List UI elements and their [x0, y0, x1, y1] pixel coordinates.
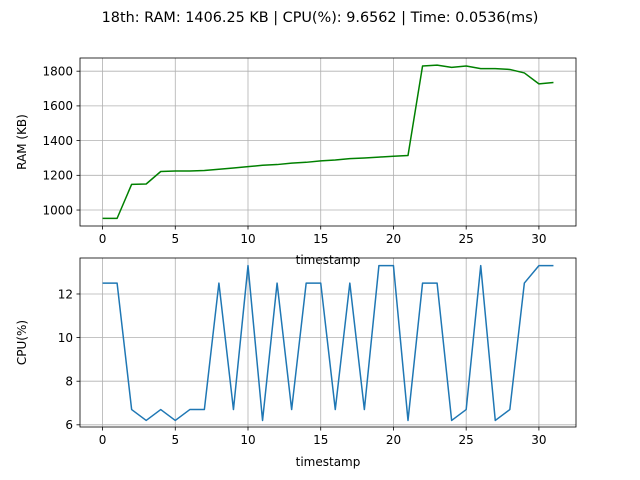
ram-chart: 0 5 10 15 20 25 30 1000 1200 1400 1600 1800 timesta… — [15, 57, 577, 267]
x-tick-label: 5 — [171, 433, 179, 447]
y-tick-label: 1000 — [42, 203, 73, 217]
y-tick-label: 1800 — [42, 64, 73, 78]
x-tick-label: 15 — [313, 433, 328, 447]
x-tick-label: 0 — [99, 433, 107, 447]
series-line — [102, 264, 554, 422]
x-tick-label: 15 — [313, 232, 328, 246]
series-line — [102, 64, 554, 220]
x-tick-label: 30 — [531, 232, 546, 246]
cpu-axes-frame — [79, 257, 577, 428]
cpu-y-axis-label: CPU(%) — [15, 320, 29, 365]
ram-x-axis-label: timestamp — [296, 253, 361, 267]
y-tick-label: 10 — [58, 331, 73, 345]
ram-y-axis-label: RAM (KB) — [15, 114, 29, 170]
y-tick-label: 12 — [58, 287, 73, 301]
figure-title: 18th: RAM: 1406.25 KB | CPU(%): 9.6562 |… — [102, 10, 539, 26]
x-tick-label: 25 — [459, 433, 474, 447]
cpu-grid — [80, 258, 576, 427]
x-tick-label: 25 — [459, 232, 474, 246]
x-tick-label: 20 — [386, 232, 401, 246]
ram-ticks: 0 5 10 15 20 25 30 1000 1200 1400 1600 1800 — [42, 64, 546, 246]
y-tick-label: 8 — [65, 375, 73, 389]
x-tick-label: 10 — [240, 232, 255, 246]
x-tick-label: 30 — [531, 433, 546, 447]
ram-series — [102, 64, 554, 220]
ram-grid — [80, 58, 576, 226]
ram-axes-frame — [79, 57, 577, 227]
cpu-series — [102, 264, 554, 422]
cpu-x-axis-label: timestamp — [296, 455, 361, 469]
y-tick-label: 6 — [65, 418, 73, 432]
cpu-ticks: 0 5 10 15 20 25 30 6 8 10 12 — [58, 287, 547, 447]
y-tick-label: 1600 — [42, 99, 73, 113]
y-tick-label: 1400 — [42, 134, 73, 148]
x-tick-label: 20 — [386, 433, 401, 447]
cpu-chart: 0 5 10 15 20 25 30 6 8 10 12 timestamp CPU(%) — [15, 257, 577, 469]
x-tick-label: 10 — [240, 433, 255, 447]
x-tick-label: 0 — [99, 232, 107, 246]
x-tick-label: 5 — [171, 232, 179, 246]
y-tick-label: 1200 — [42, 169, 73, 183]
